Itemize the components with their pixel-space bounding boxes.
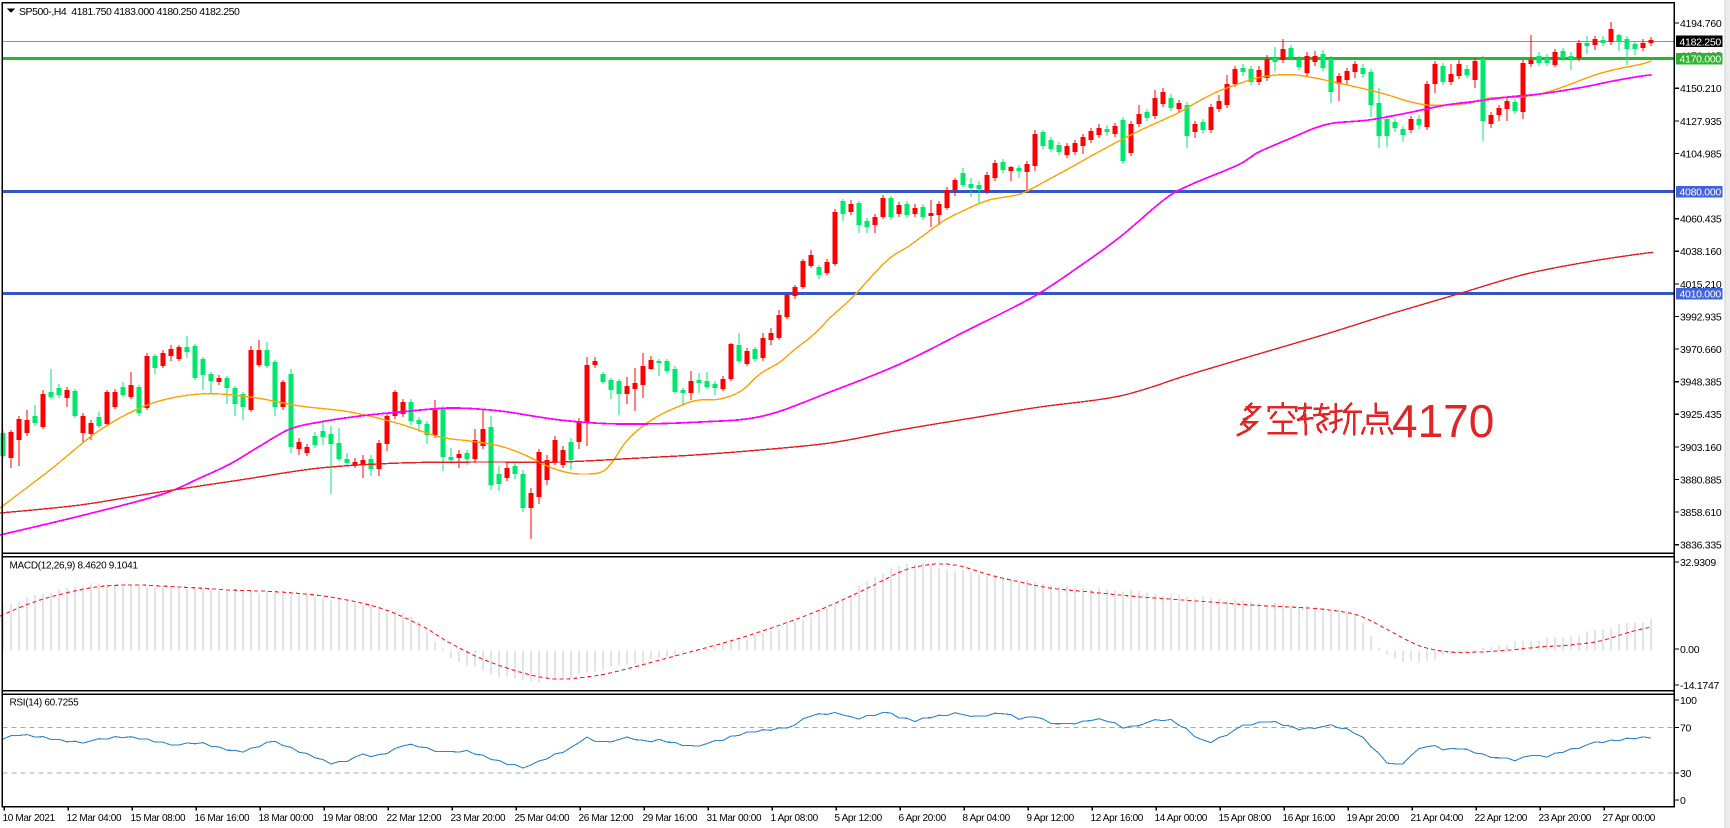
- svg-text:4194.760: 4194.760: [1680, 18, 1722, 30]
- svg-text:4080.000: 4080.000: [1680, 187, 1722, 199]
- svg-text:16 Mar 16:00: 16 Mar 16:00: [195, 813, 251, 824]
- svg-text:1 Apr 08:00: 1 Apr 08:00: [771, 813, 819, 824]
- svg-text:4010.000: 4010.000: [1680, 289, 1722, 301]
- svg-text:14 Apr 00:00: 14 Apr 00:00: [1155, 813, 1208, 824]
- svg-text:8 Apr 04:00: 8 Apr 04:00: [963, 813, 1011, 824]
- svg-text:18 Mar 00:00: 18 Mar 00:00: [259, 813, 315, 824]
- svg-text:10 Mar 2021: 10 Mar 2021: [3, 813, 56, 824]
- svg-text:SP500-,H4 4181.750 4183.000 4: SP500-,H4 4181.750 4183.000 4180.250 418…: [19, 6, 240, 18]
- svg-text:4038.160: 4038.160: [1680, 246, 1722, 258]
- svg-text:22 Mar 12:00: 22 Mar 12:00: [387, 813, 443, 824]
- svg-text:3992.935: 3992.935: [1680, 311, 1722, 323]
- svg-text:26 Mar 12:00: 26 Mar 12:00: [579, 813, 635, 824]
- svg-text:5 Apr 12:00: 5 Apr 12:00: [835, 813, 883, 824]
- svg-text:21 Apr 04:00: 21 Apr 04:00: [1411, 813, 1464, 824]
- svg-text:4170.000: 4170.000: [1680, 54, 1722, 66]
- svg-text:29 Mar 16:00: 29 Mar 16:00: [643, 813, 699, 824]
- svg-text:3836.335: 3836.335: [1680, 540, 1722, 552]
- svg-text:4104.985: 4104.985: [1680, 148, 1722, 160]
- svg-text:30: 30: [1680, 768, 1692, 780]
- svg-text:19 Mar 08:00: 19 Mar 08:00: [323, 813, 379, 824]
- svg-text:4170: 4170: [1392, 395, 1494, 447]
- svg-text:-14.1747: -14.1747: [1680, 680, 1720, 692]
- svg-text:RSI(14) 60.7255: RSI(14) 60.7255: [10, 698, 80, 709]
- svg-text:15 Apr 08:00: 15 Apr 08:00: [1219, 813, 1272, 824]
- svg-text:3903.160: 3903.160: [1680, 442, 1722, 454]
- svg-text:3948.385: 3948.385: [1680, 377, 1722, 389]
- svg-text:3970.660: 3970.660: [1680, 344, 1722, 356]
- svg-text:23 Mar 20:00: 23 Mar 20:00: [451, 813, 507, 824]
- svg-text:100: 100: [1680, 695, 1697, 707]
- svg-text:12 Apr 16:00: 12 Apr 16:00: [1091, 813, 1144, 824]
- svg-text:16 Apr 16:00: 16 Apr 16:00: [1283, 813, 1336, 824]
- svg-text:0: 0: [1680, 795, 1686, 807]
- svg-text:3925.435: 3925.435: [1680, 409, 1722, 421]
- svg-text:3858.610: 3858.610: [1680, 507, 1722, 519]
- svg-text:31 Mar 00:00: 31 Mar 00:00: [707, 813, 763, 824]
- svg-text:9 Apr 12:00: 9 Apr 12:00: [1027, 813, 1075, 824]
- svg-text:4060.435: 4060.435: [1680, 214, 1722, 226]
- svg-text:19 Apr 20:00: 19 Apr 20:00: [1347, 813, 1400, 824]
- svg-text:23 Apr 20:00: 23 Apr 20:00: [1539, 813, 1592, 824]
- svg-text:70: 70: [1680, 723, 1692, 735]
- svg-text:25 Mar 04:00: 25 Mar 04:00: [515, 813, 571, 824]
- svg-text:0.00: 0.00: [1680, 644, 1700, 656]
- svg-text:6 Apr 20:00: 6 Apr 20:00: [899, 813, 947, 824]
- svg-text:MACD(12,26,9) 8.4620 9.1041: MACD(12,26,9) 8.4620 9.1041: [10, 561, 139, 572]
- svg-text:4182.250: 4182.250: [1680, 36, 1722, 48]
- svg-text:32.9309: 32.9309: [1680, 557, 1716, 569]
- svg-text:4127.935: 4127.935: [1680, 116, 1722, 128]
- svg-text:27 Apr 00:00: 27 Apr 00:00: [1603, 813, 1656, 824]
- svg-text:15 Mar 08:00: 15 Mar 08:00: [131, 813, 187, 824]
- svg-text:12 Mar 04:00: 12 Mar 04:00: [67, 813, 123, 824]
- svg-text:22 Apr 12:00: 22 Apr 12:00: [1475, 813, 1528, 824]
- svg-text:4150.210: 4150.210: [1680, 83, 1722, 95]
- svg-text:3880.885: 3880.885: [1680, 474, 1722, 486]
